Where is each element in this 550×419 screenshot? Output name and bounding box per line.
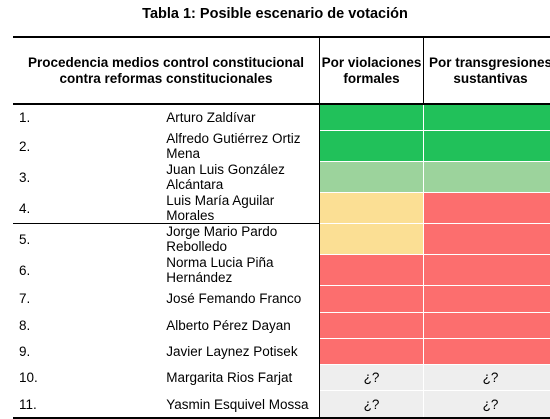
formal-cell — [320, 162, 424, 193]
minister-name: Javier Laynez Potisek — [166, 338, 319, 364]
table-row: 2. Alfredo Gutiérrez Ortiz Mena — [13, 131, 550, 162]
table-row: 4. Luis María Aguilar Morales — [13, 193, 550, 224]
minister-name: José Femando Franco — [166, 286, 319, 312]
row-number: 7. — [13, 286, 166, 312]
formal-cell — [320, 338, 424, 364]
formal-cell — [320, 312, 424, 338]
formal-cell: ¿? — [320, 391, 424, 418]
sust-cell — [424, 224, 550, 255]
row-number: 11. — [13, 391, 166, 418]
formal-cell — [320, 131, 424, 162]
table-row: 8. Alberto Pérez Dayan — [13, 312, 550, 338]
minister-name: Yasmin Esquivel Mossa — [166, 391, 319, 418]
minister-name: Alfredo Gutiérrez Ortiz Mena — [166, 131, 319, 162]
row-number: 10. — [13, 365, 166, 391]
table-row: 9. Javier Laynez Potisek — [13, 338, 550, 364]
table-row: 1. Arturo Zaldívar — [13, 104, 550, 131]
formal-cell — [320, 193, 424, 224]
minister-name: Luis María Aguilar Morales — [166, 193, 319, 224]
sust-cell — [424, 312, 550, 338]
table-row: 7. José Femando Franco — [13, 286, 550, 312]
formal-cell: ¿? — [320, 365, 424, 391]
header-procedencia: Procedencia medios control constituciona… — [13, 37, 320, 104]
row-number: 1. — [13, 104, 166, 131]
minister-name: Norma Lucia Piña Hernández — [166, 255, 319, 286]
table-row: 10. Margarita Rios Farjat ¿? ¿? — [13, 365, 550, 391]
minister-name: Arturo Zaldívar — [166, 104, 319, 131]
sust-cell — [424, 338, 550, 364]
sust-cell — [424, 255, 550, 286]
table-row: 6. Norma Lucia Piña Hernández — [13, 255, 550, 286]
sust-cell: ¿? — [424, 391, 550, 418]
minister-name: Juan Luis González Alcántara — [166, 162, 319, 193]
sust-cell — [424, 104, 550, 131]
header-formales: Por violaciones formales — [320, 37, 424, 104]
table-row: 5. Jorge Mario Pardo Rebolledo — [13, 224, 550, 255]
row-number: 4. — [13, 193, 166, 224]
header-sustantivas: Por transgresiones sustantivas — [424, 37, 550, 104]
sust-cell — [424, 193, 550, 224]
row-number: 3. — [13, 162, 166, 193]
sust-cell — [424, 286, 550, 312]
formal-cell — [320, 104, 424, 131]
formal-cell — [320, 286, 424, 312]
minister-name: Margarita Rios Farjat — [166, 365, 319, 391]
header-row: Procedencia medios control constituciona… — [13, 37, 550, 104]
formal-cell — [320, 224, 424, 255]
row-number: 9. — [13, 338, 166, 364]
row-number: 8. — [13, 312, 166, 338]
row-number: 6. — [13, 255, 166, 286]
minister-name: Jorge Mario Pardo Rebolledo — [166, 224, 319, 255]
row-number: 2. — [13, 131, 166, 162]
table-row: 11. Yasmin Esquivel Mossa ¿? ¿? — [13, 391, 550, 418]
sust-cell: ¿? — [424, 365, 550, 391]
row-number: 5. — [13, 224, 166, 255]
table-title: Tabla 1: Posible escenario de votación — [0, 6, 550, 22]
sust-cell — [424, 131, 550, 162]
formal-cell — [320, 255, 424, 286]
minister-name: Alberto Pérez Dayan — [166, 312, 319, 338]
sust-cell — [424, 162, 550, 193]
voting-table: Procedencia medios control constituciona… — [13, 36, 550, 419]
table-row: 3. Juan Luis González Alcántara — [13, 162, 550, 193]
